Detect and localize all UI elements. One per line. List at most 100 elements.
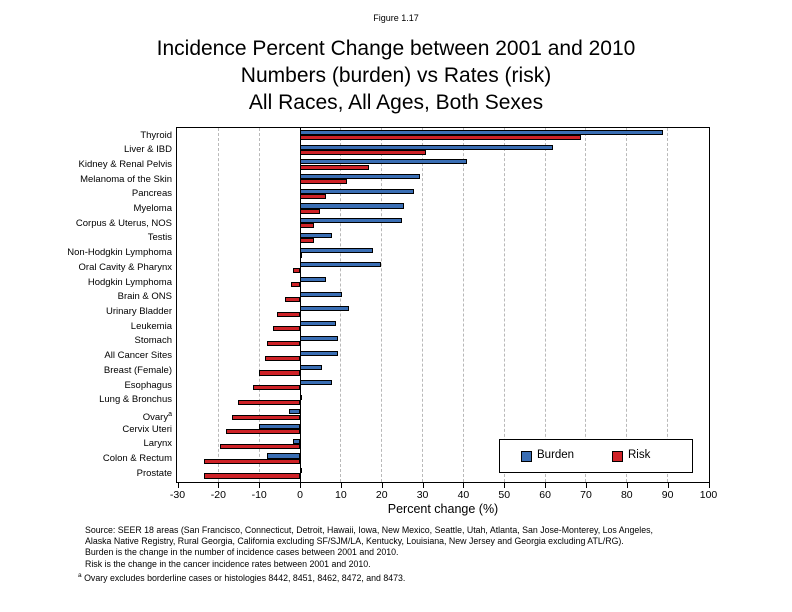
x-axis-tick-label: -30 (169, 489, 186, 501)
figure-label: Figure 1.17 (373, 13, 419, 23)
burden-legend-swatch (521, 450, 532, 462)
bar-burden (299, 144, 553, 150)
category-label: Myeloma (133, 203, 172, 215)
x-axis-tick (708, 483, 710, 488)
x-axis-tick-label: 40 (457, 489, 470, 501)
bar-burden (299, 247, 374, 253)
bar-risk (232, 414, 300, 420)
category-label: Kidney & Renal Pelvis (78, 158, 172, 170)
bar-burden (299, 203, 404, 209)
bar-risk (264, 355, 300, 361)
x-axis-tick-label: 10 (335, 489, 347, 501)
category-label: Liver & IBD (123, 144, 172, 156)
category-label: Stomach (134, 335, 173, 347)
source-note-line: Alaska Native Registry, Rural Georgia, C… (85, 536, 624, 547)
bar-burden (258, 424, 300, 430)
bar-burden (299, 262, 382, 268)
legend: Burden Risk (499, 439, 693, 473)
bar-risk (299, 208, 320, 214)
category-label: Pancreas (131, 188, 172, 200)
source-note-line: Source: SEER 18 areas (San Francisco, Co… (85, 525, 653, 535)
source-note-line: Risk is the change in the cancer inciden… (85, 558, 371, 569)
bar-burden (299, 379, 333, 386)
chart-title-line-1: Incidence Percent Change between 2001 an… (156, 37, 636, 60)
bar-risk (272, 326, 300, 332)
footnote-marker: a (78, 571, 82, 579)
x-axis-tick (667, 483, 669, 488)
bar-burden (299, 321, 337, 327)
x-axis-tick (218, 483, 220, 488)
x-axis-tick (340, 483, 342, 488)
x-axis-tick-label: 70 (580, 489, 592, 501)
x-axis-tick-label: 50 (498, 489, 511, 501)
bar-risk (266, 341, 300, 347)
bar-risk (293, 267, 300, 273)
bar-risk (299, 238, 314, 244)
category-label: Brain & ONS (117, 291, 172, 303)
category-label: All Cancer Sites (104, 350, 172, 362)
bar-risk (299, 135, 582, 141)
gridline (340, 128, 342, 482)
x-axis-title: Percent change (%) (387, 502, 499, 516)
x-axis-tick (422, 483, 424, 488)
category-label: Esophagus (124, 379, 172, 391)
bar-burden (299, 394, 302, 400)
x-axis-tick (463, 483, 465, 488)
plot-area: Burden Risk (176, 127, 710, 483)
gridline (585, 128, 587, 482)
source-note-line: Burden is the change in the number of in… (85, 547, 399, 558)
bar-burden (299, 350, 339, 356)
category-label: Breast (Female) (103, 364, 172, 376)
category-label: Larynx (143, 438, 172, 450)
bar-risk (252, 385, 300, 391)
x-axis-tick (300, 483, 302, 488)
x-axis-tick (177, 483, 179, 488)
chart-title-line-3: All Races, All Ages, Both Sexes (248, 91, 544, 114)
gridline (667, 128, 669, 482)
x-axis-tick-label: 60 (539, 489, 551, 501)
bar-burden (299, 188, 414, 194)
x-axis-tick-label: 90 (661, 489, 674, 501)
chart-title-line-2: Numbers (burden) vs Rates (risk) (240, 64, 552, 87)
zero-line (299, 128, 301, 482)
bar-risk (299, 179, 347, 185)
bar-burden (299, 468, 302, 474)
source-notes: Source: SEER 18 areas (San Francisco, Co… (78, 525, 653, 584)
gridline (503, 128, 505, 482)
gridline (217, 128, 219, 482)
bar-burden (299, 365, 322, 371)
bar-burden (299, 232, 333, 238)
burden-legend-label: Burden (537, 449, 575, 461)
bar-burden (293, 438, 300, 444)
x-axis-tick (626, 483, 628, 488)
gridline (258, 128, 260, 482)
gridline (462, 128, 464, 482)
bar-risk (299, 193, 327, 200)
bar-risk (299, 164, 369, 170)
x-axis-tick-label: 100 (699, 489, 718, 501)
bar-risk (238, 399, 300, 405)
gridline (381, 128, 383, 482)
category-label: Leukemia (130, 320, 172, 332)
risk-legend-swatch (612, 450, 623, 462)
bar-risk (299, 149, 427, 155)
bar-risk (299, 223, 314, 229)
x-axis-tick-label: 80 (620, 489, 633, 501)
category-label: Urinary Bladder (106, 306, 172, 317)
category-label: Corpus & Uterus, NOS (75, 217, 172, 229)
gridline (422, 128, 424, 482)
bar-burden (289, 409, 300, 415)
category-label: Colon & Rectum (102, 453, 172, 465)
category-label: Lung & Bronchus (99, 394, 172, 406)
bar-burden (266, 453, 300, 459)
x-axis-tick-label: 30 (416, 489, 429, 501)
gridline (544, 128, 546, 482)
x-axis-tick (381, 483, 383, 488)
bar-risk (291, 282, 300, 288)
bar-risk (285, 296, 300, 303)
x-axis-tick-label: 0 (297, 489, 303, 501)
x-axis-tick-label: -20 (210, 489, 226, 501)
x-axis-tick (545, 483, 547, 488)
footnote-line: a Ovary excludes borderline cases or his… (78, 570, 653, 584)
